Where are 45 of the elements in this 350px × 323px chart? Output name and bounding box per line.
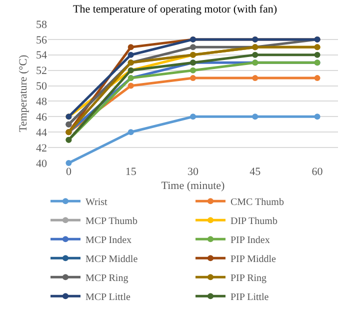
y-tick-label: 50 — [36, 80, 48, 93]
x-tick-label: 30 — [188, 166, 199, 178]
y-axis-title: Temperature (°C) — [18, 54, 30, 132]
point — [314, 52, 320, 58]
legend-label: MCP Ring — [86, 273, 128, 284]
legend-label: PIP Index — [230, 235, 270, 246]
point — [128, 52, 134, 58]
point — [128, 82, 134, 89]
legend-label: MCP Index — [86, 235, 132, 246]
x-tick-label: 45 — [250, 166, 262, 178]
y-tick-label: 52 — [36, 65, 47, 78]
legend-label: DIP Thumb — [230, 216, 278, 228]
y-tick-label: 54 — [36, 50, 48, 62]
x-axis-title: Time (minute) — [161, 180, 226, 192]
point — [252, 75, 258, 82]
x-tick-label: 0 — [66, 166, 72, 178]
point — [128, 129, 134, 136]
y-tick-label: 46 — [36, 112, 48, 124]
point — [190, 75, 196, 82]
legend-label: PIP Ring — [230, 273, 267, 284]
point — [314, 114, 320, 120]
y-tick-label: 58 — [36, 18, 48, 31]
legend-label: Wrist — [86, 197, 108, 208]
legend-label: MCP Little — [86, 292, 131, 304]
legend-label: MCP Thumb — [86, 216, 138, 228]
chart-title: The temperature of operating motor (with fan) — [72, 4, 278, 16]
x-tick-label: 60 — [312, 166, 324, 178]
point — [190, 44, 196, 50]
legend-label: PIP Middle — [230, 254, 277, 266]
point — [128, 44, 134, 50]
legend-label: PIP Little — [230, 292, 270, 304]
point — [252, 114, 258, 120]
point — [190, 114, 196, 120]
y-tick-label: 44 — [36, 126, 48, 139]
y-tick-label: 40 — [36, 158, 48, 170]
y-tick-label: 42 — [36, 142, 47, 154]
y-tick-label: 48 — [36, 96, 48, 108]
legend-label: MCP Middle — [86, 254, 138, 266]
y-tick-label: 56 — [36, 34, 48, 46]
point — [252, 52, 258, 58]
point — [66, 160, 72, 166]
x-tick-label: 15 — [125, 166, 137, 178]
point — [190, 67, 196, 74]
legend-label: CMC Thumb — [230, 197, 284, 208]
point — [314, 75, 320, 82]
